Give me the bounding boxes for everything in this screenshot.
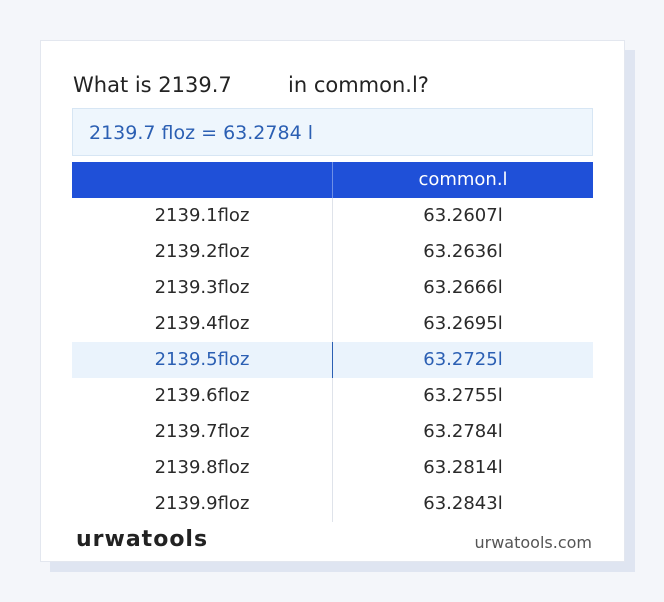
result: 2139.7 floz = 63.2784 l — [72, 108, 593, 156]
table-row: 2139.2floz 63.2636l — [72, 234, 593, 270]
table-row: 2139.8floz 63.2814l — [72, 450, 593, 486]
table-row: 2139.9floz 63.2843l — [72, 486, 593, 522]
table-row: 2139.7floz 63.2784l — [72, 414, 593, 450]
table-row: 2139.4floz 63.2695l — [72, 306, 593, 342]
title-text: in common.l? — [288, 73, 429, 97]
table-cell: 63.2725l — [423, 349, 503, 370]
table-cell: 2139.6floz — [72, 378, 333, 414]
site-link[interactable]: urwatools.com — [474, 533, 593, 552]
header-cell: common.l — [418, 169, 508, 190]
card: What is 2139.7 in common.l? 2139.7 floz … — [40, 40, 625, 562]
table-cell: 63.2755l — [423, 385, 503, 406]
table-cell: 2139.3floz — [72, 270, 333, 306]
table-cell: 63.2636l — [423, 241, 503, 262]
table-cell: 63.2784l — [423, 421, 503, 442]
table-cell: 2139.9floz — [72, 486, 333, 522]
table: common.l 2139.1floz 63.2607l 2139.2floz 63.… — [72, 162, 593, 522]
table-cell: 63.2843l — [423, 493, 503, 514]
table-header: common.l — [72, 162, 593, 198]
title: What is 2139.7 in common.l? — [73, 73, 429, 97]
table-cell: 2139.4floz — [72, 306, 333, 342]
table-row: 2139.1floz 63.2607l — [72, 198, 593, 234]
table-cell: 63.2607l — [423, 205, 503, 226]
table-row: 2139.5floz 63.2725l — [72, 342, 593, 378]
table-cell: 2139.8floz — [72, 450, 333, 486]
table-cell: 2139.2floz — [72, 234, 333, 270]
table-row: 2139.6floz 63.2755l — [72, 378, 593, 414]
logo[interactable]: urwatools — [76, 527, 209, 552]
table-cell: 2139.1floz — [72, 198, 333, 234]
header-cell — [72, 162, 333, 198]
table-cell: 63.2695l — [423, 313, 503, 334]
table-cell: 63.2666l — [423, 277, 503, 298]
table-cell: 2139.7floz — [72, 414, 333, 450]
table-cell: 63.2814l — [423, 457, 503, 478]
table-row: 2139.3floz 63.2666l — [72, 270, 593, 306]
table-cell: 2139.5floz — [72, 342, 333, 378]
title-text: What is 2139.7 — [73, 73, 232, 97]
